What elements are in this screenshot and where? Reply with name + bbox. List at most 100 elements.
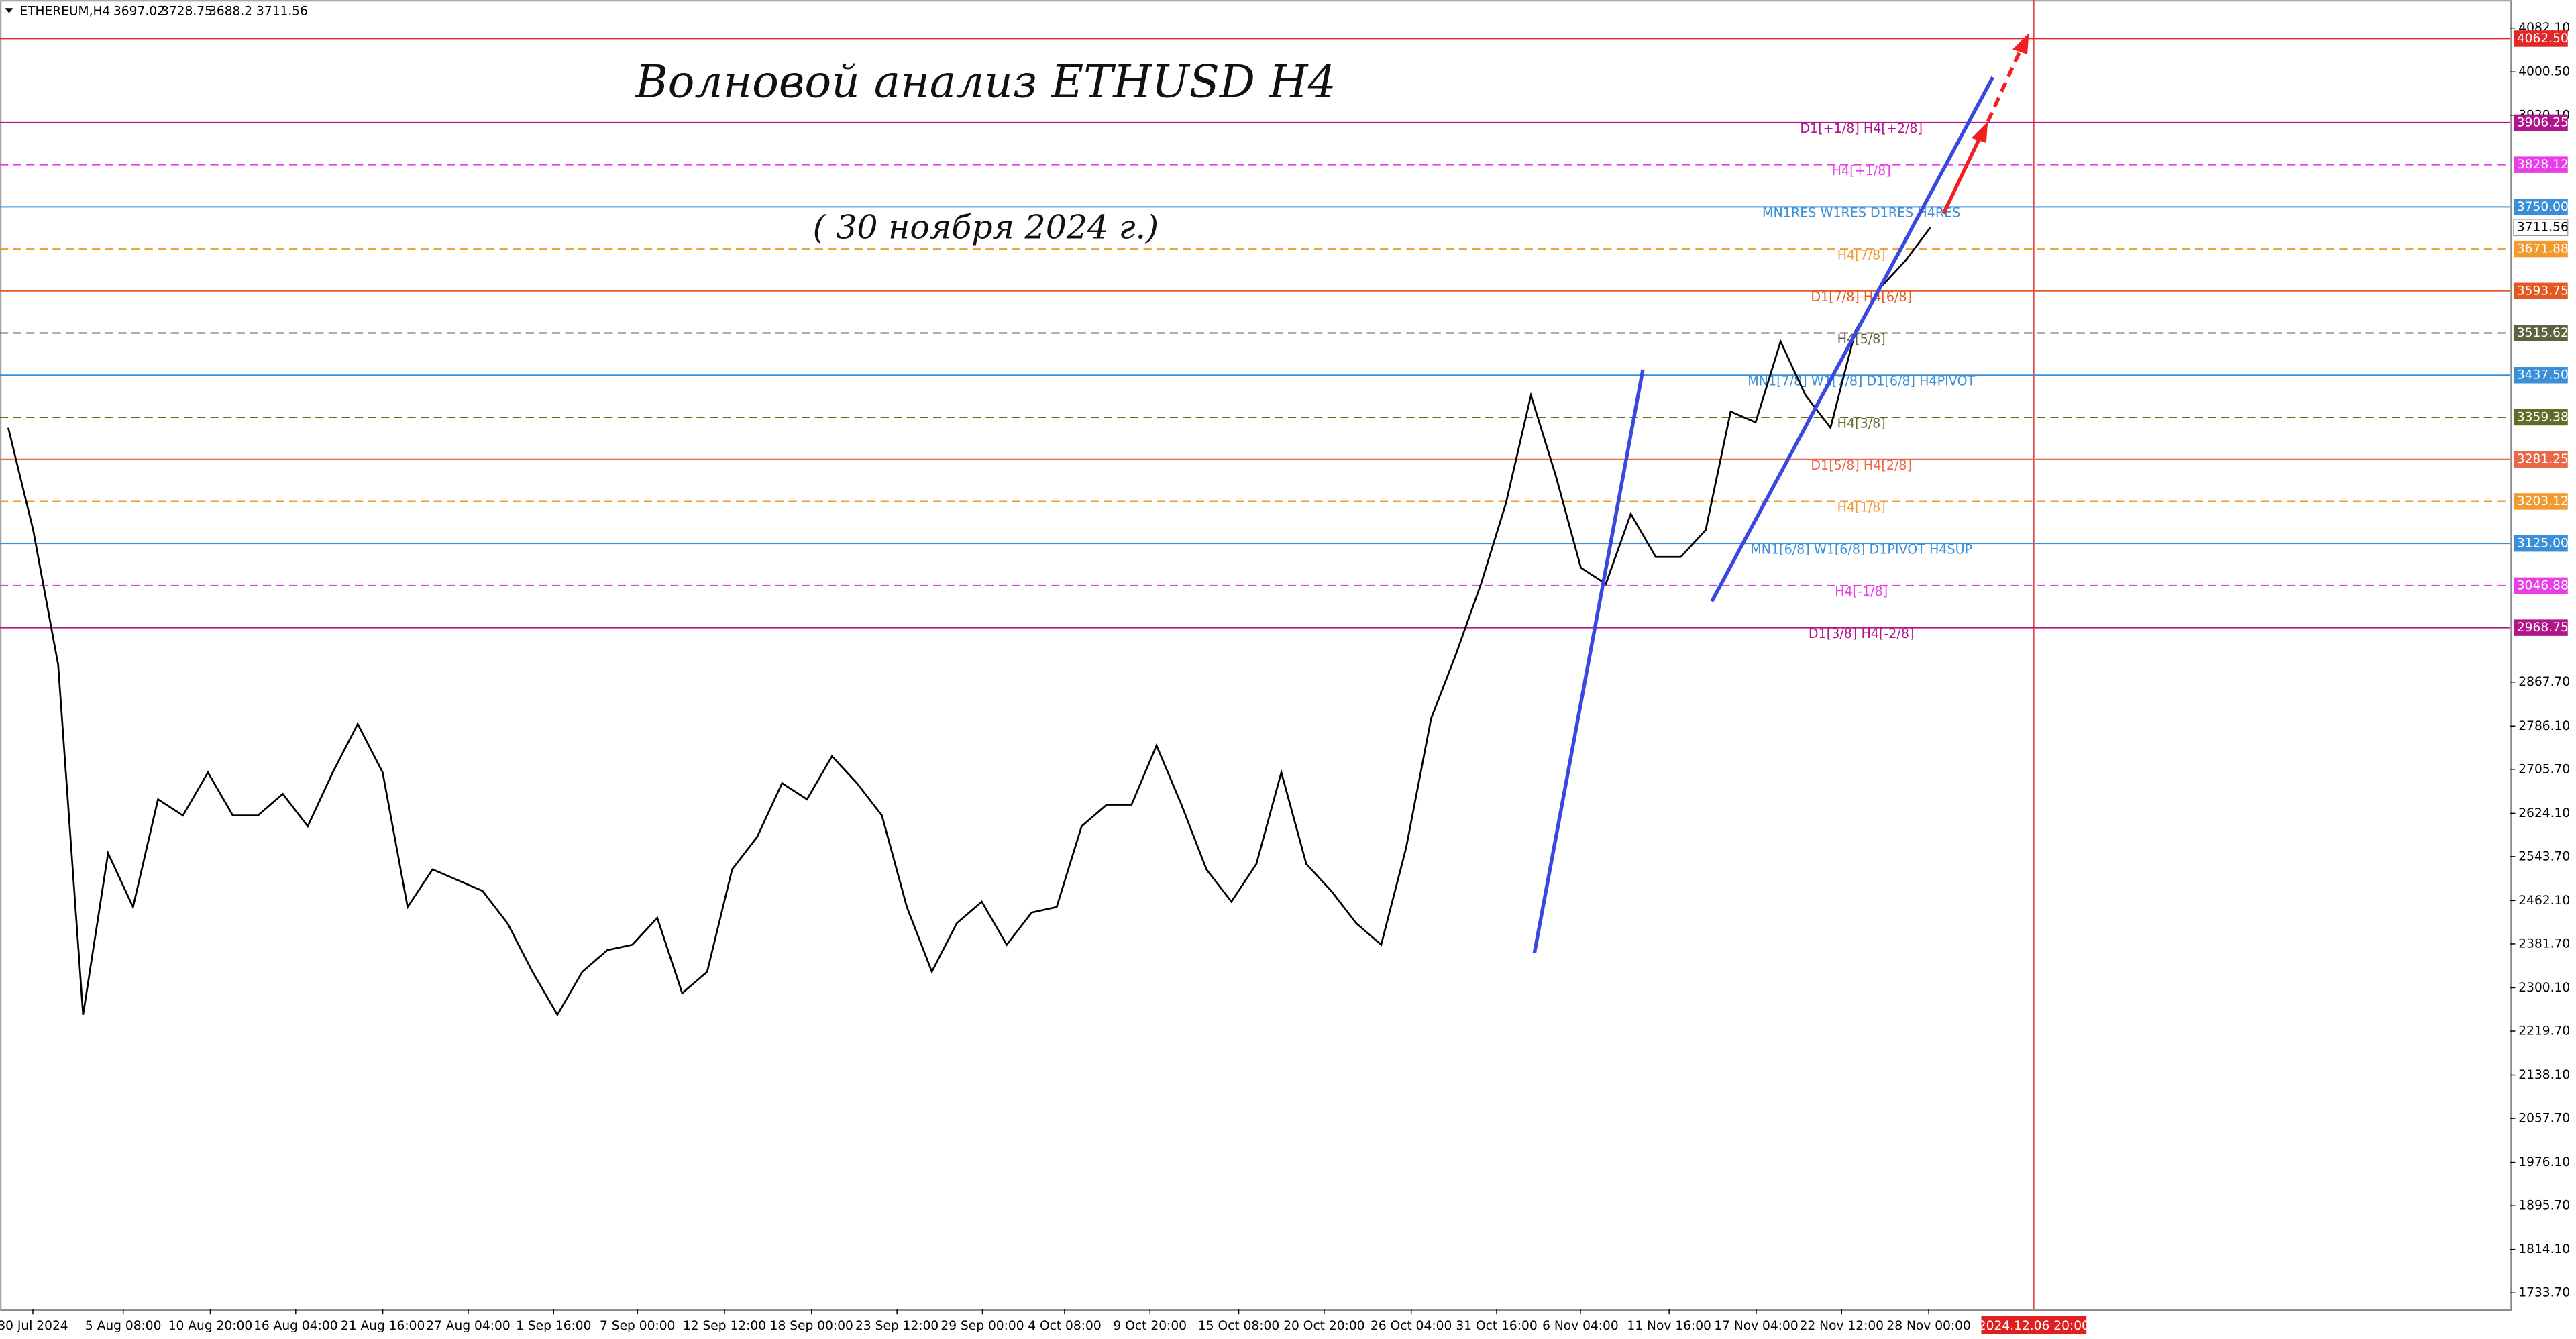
level-label: H4[1/8]	[1837, 500, 1886, 515]
y-tick-label: 4000.50	[2518, 65, 2570, 79]
x-tick-label: 4 Oct 08:00	[1028, 1319, 1101, 1333]
price-tag-label: 3125.00	[2517, 537, 2569, 551]
x-tick-label: 20 Oct 20:00	[1283, 1319, 1364, 1333]
price-tag	[2513, 282, 2568, 300]
price-tag-label: 3828.12	[2517, 158, 2569, 172]
level-label: MN1[7/8] W1[7/8] D1[6/8] H4PIVOT	[1748, 374, 1975, 389]
ohlc-value: 3697.02	[113, 5, 165, 19]
price-tag	[2513, 240, 2568, 258]
future-date-tag	[1981, 1316, 2087, 1334]
price-tag-label: 3203.12	[2517, 494, 2569, 508]
price-tag-label: 3750.00	[2517, 200, 2569, 214]
ohlc-value: 3688.2	[209, 5, 252, 19]
x-tick-label: 28 Nov 00:00	[1886, 1319, 1970, 1333]
price-tag	[2513, 325, 2568, 341]
ohlc-value: 3711.56	[256, 5, 308, 19]
price-tag	[2513, 409, 2568, 426]
forecast-arrow	[1941, 137, 1982, 215]
y-tick-label: 2705.70	[2518, 762, 2570, 776]
chart-subtitle: ( 30 ноября 2024 г.)	[813, 208, 1159, 246]
x-tick-label: 15 Oct 08:00	[1198, 1319, 1279, 1333]
y-tick-label: 2057.70	[2518, 1112, 2570, 1126]
x-tick-label: 5 Aug 08:00	[85, 1319, 162, 1333]
forecast-arrow	[1986, 48, 2023, 123]
future-date-label: 2024.12.06 20:00	[1978, 1319, 2090, 1333]
price-tag-label: 2968.75	[2517, 621, 2569, 635]
level-label: H4[3/8]	[1837, 415, 1886, 431]
x-tick-label: 22 Nov 12:00	[1800, 1319, 1884, 1333]
ohlc-value: 3728.75	[161, 5, 213, 19]
level-label: D1[5/8] H4[2/8]	[1811, 458, 1912, 473]
x-tick-label: 16 Aug 04:00	[254, 1319, 337, 1333]
y-tick-label: 2300.10	[2518, 981, 2570, 995]
wave-line	[1710, 76, 1994, 602]
y-tick-label: 2624.10	[2518, 806, 2570, 820]
x-tick-label: 11 Nov 16:00	[1627, 1319, 1711, 1333]
price-tag-label: 3671.88	[2517, 242, 2569, 256]
x-tick-label: 12 Sep 12:00	[683, 1319, 766, 1333]
wave-line	[1532, 369, 1645, 953]
x-tick-label: 23 Sep 12:00	[855, 1319, 938, 1333]
x-tick-label: 27 Aug 04:00	[426, 1319, 510, 1333]
levels: D1[+1/8] H4[+2/8] H4[+1/8] MN1RES W1RES D1…	[0, 38, 2511, 641]
price-tag	[2513, 619, 2568, 636]
x-tick-label: 30 Jul 2024	[0, 1319, 68, 1333]
x-tick-label: 10 Aug 20:00	[168, 1319, 252, 1333]
axis: 4082.104000.503920.102867.702786.102705.…	[0, 21, 2570, 1334]
y-tick-label: 2219.70	[2518, 1024, 2570, 1038]
price-tag	[2513, 199, 2568, 215]
y-tick-label: 2462.10	[2518, 894, 2570, 908]
plot	[7, 227, 1931, 1017]
price-tag-label: 4062.50	[2517, 32, 2569, 46]
x-tick-label: 18 Sep 00:00	[770, 1319, 853, 1333]
level-label: D1[7/8] H4[6/8]	[1811, 289, 1912, 305]
level-label: H4[-1/8]	[1835, 584, 1888, 599]
plot-frame	[0, 0, 2512, 1311]
price-tag-label: 3281.25	[2517, 452, 2569, 466]
level-label: D1[3/8] H4[-2/8]	[1809, 626, 1915, 641]
y-tick-label: 1814.10	[2518, 1242, 2570, 1256]
current-price-label: 3711.56	[2517, 221, 2569, 235]
y-tick-label: 2381.70	[2518, 936, 2570, 951]
price-tag-label: 3437.50	[2517, 368, 2569, 382]
level-label: H4[5/8]	[1837, 331, 1886, 347]
level-label: H4[7/8]	[1837, 247, 1886, 262]
x-tick-label: 17 Nov 04:00	[1714, 1319, 1798, 1333]
level-label: MN1RES W1RES D1RES H4RES	[1762, 205, 1960, 221]
x-tick-label: 1 Sep 16:00	[516, 1319, 591, 1333]
y-tick-label: 1976.10	[2518, 1155, 2570, 1169]
arrow-head	[2012, 33, 2029, 54]
level-label: D1[+1/8] H4[+2/8]	[1800, 121, 1923, 136]
y-tick-label: 2786.10	[2518, 719, 2570, 733]
price-tag	[2513, 577, 2568, 594]
price-tag-label: 3593.75	[2517, 284, 2569, 298]
price-tag	[2513, 367, 2568, 384]
price-tag	[2513, 114, 2568, 131]
price-tag	[2513, 535, 2568, 552]
price-tag-label: 3359.38	[2517, 410, 2569, 424]
current-price-tag	[2513, 219, 2569, 237]
price-tag-label: 3906.25	[2517, 115, 2569, 129]
x-tick-label: 21 Aug 16:00	[341, 1319, 425, 1333]
level-label: MN1[6/8] W1[6/8] D1PIVOT H4SUP	[1750, 541, 1972, 557]
menu-arrow	[5, 8, 13, 13]
x-tick-label: 9 Oct 20:00	[1114, 1319, 1187, 1333]
y-tick-label: 2138.10	[2518, 1068, 2570, 1082]
price-tag	[2513, 30, 2568, 47]
x-tick-label: 6 Nov 04:00	[1542, 1319, 1619, 1333]
price-tag	[2513, 493, 2568, 510]
x-tick-label: 26 Oct 04:00	[1371, 1319, 1452, 1333]
price-tag-label: 3046.88	[2517, 578, 2569, 592]
x-tick-label: 31 Oct 16:00	[1456, 1319, 1537, 1333]
price-line	[7, 227, 1931, 1017]
arrow-head	[1971, 121, 1988, 144]
x-tick-label: 7 Sep 00:00	[600, 1319, 675, 1333]
price-tag	[2513, 156, 2568, 173]
y-tick-label: 2867.70	[2518, 675, 2570, 689]
y-tick-label: 1895.70	[2518, 1199, 2570, 1213]
x-tick-label: 29 Sep 00:00	[941, 1319, 1024, 1333]
price-tag-label: 3515.62	[2517, 326, 2569, 340]
